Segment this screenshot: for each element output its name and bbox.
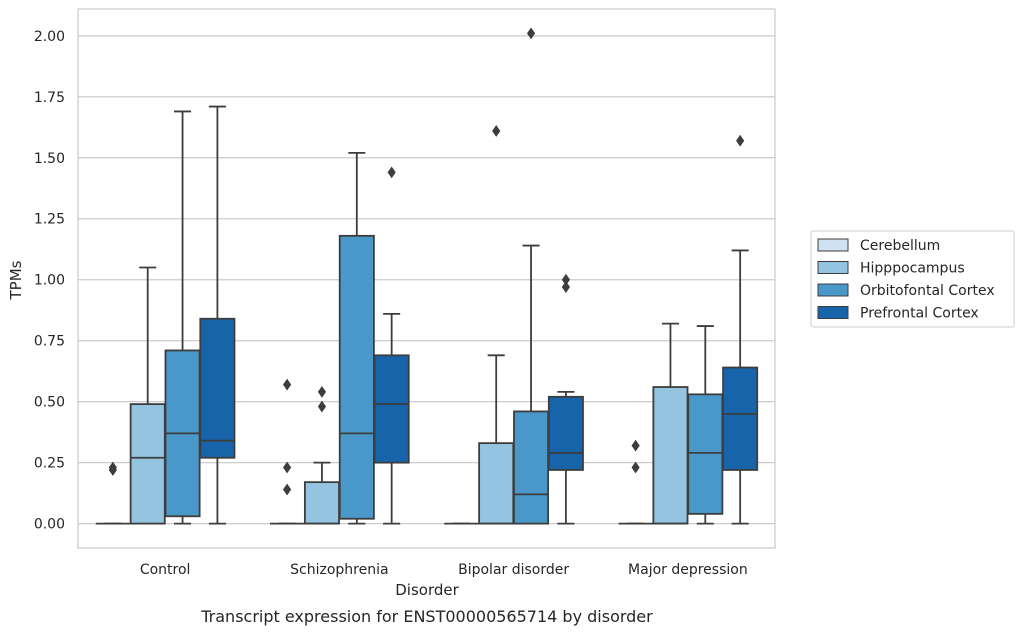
y-tick-label: 1.75 [34,90,65,106]
y-tick-label: 0.00 [34,517,65,533]
y-tick-label: 2.00 [34,29,65,45]
legend-swatch [817,283,849,297]
y-tick-labels: 0.00 0.25 0.50 0.75 1.00 1.25 1.50 1.75 2.00 [34,29,65,533]
x-tick-label: Bipolar disorder [458,562,569,578]
outlier-point [631,439,640,452]
box-3-2 [687,325,724,525]
box-1-0 [270,378,305,525]
box-3-0 [618,439,653,525]
box-0-0 [95,461,130,525]
x-tick-label: Major depression [628,562,748,578]
box-1-2 [338,151,375,525]
box-0-2 [164,110,201,525]
outlier-point [283,378,292,391]
legend-swatch [817,306,849,319]
y-tick-label: 1.00 [34,273,65,289]
figure-caption: Transcript expression for ENST0000056571… [200,607,653,626]
y-tick-label: 0.75 [34,334,65,350]
legend-label: Cerebellum [860,238,940,254]
legend-label: Prefrontal Cortex [860,306,979,322]
y-tick-label: 0.25 [34,456,65,472]
x-tick-labels: Control Schizophrenia Bipolar disorder Majo… [140,562,748,578]
box-0-3 [199,105,236,525]
box-iqr [199,317,236,459]
y-tick-label: 0.50 [34,395,65,411]
x-tick-label: Schizophrenia [290,562,388,578]
box-2-2 [513,27,550,525]
outlier-point [526,27,536,40]
outlier-point [561,273,570,286]
legend: Cerebellum Hipppocampus Orbitofontal Corte… [810,230,1015,328]
legend-frame [810,230,1015,328]
outlier-point [561,281,570,293]
box-3-3 [722,134,759,525]
box-2-1 [478,125,515,525]
box-1-1 [303,386,340,525]
box-iqr [373,354,410,464]
x-tick-label: Control [140,562,191,578]
box-iqr [303,481,340,525]
outlier-point [631,461,640,474]
y-axis-label: TPMs [7,260,25,300]
outlier-point [283,461,292,474]
outlier-point [108,461,117,474]
box-iqr [513,410,550,525]
box-1-3 [373,166,410,525]
box-3-1 [652,322,689,525]
outlier-point [317,400,327,413]
y-tick-label: 1.50 [34,151,65,167]
legend-swatch [817,261,849,274]
outlier-point [387,166,396,179]
legend-swatch [817,238,849,252]
box-iqr [478,442,515,525]
box-2-3 [547,273,584,525]
plot-frame [77,8,776,549]
box-iqr [722,366,759,471]
box-iqr [687,393,724,515]
boxes-layer [95,27,759,525]
box-iqr [129,403,166,525]
outlier-point [317,386,327,398]
outlier-point [492,125,501,137]
x-axis-label: Disorder [395,581,459,599]
outlier-point [736,134,745,147]
outlier-point [283,483,292,496]
box-iqr [652,386,689,525]
y-tick-label: 1.25 [34,212,65,228]
legend-label: Orbitofontal Cortex [860,283,995,299]
box-iqr [547,395,584,471]
box-iqr [338,234,375,520]
legend-label: Hipppocampus [860,261,965,277]
box-0-1 [129,266,166,525]
